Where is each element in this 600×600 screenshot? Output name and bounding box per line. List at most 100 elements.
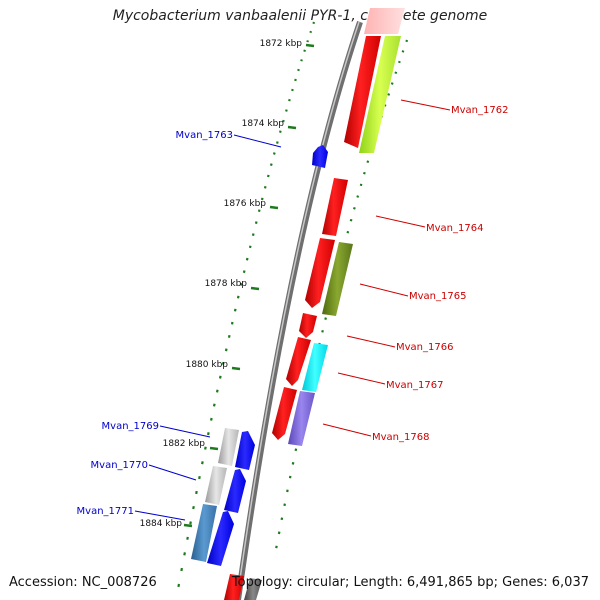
gene-label-text: Mvan_1769 bbox=[102, 421, 159, 432]
ruler-dot bbox=[230, 321, 234, 325]
ruler-dot bbox=[260, 197, 264, 201]
ruler-dot bbox=[401, 50, 405, 53]
ruler-dot bbox=[204, 446, 207, 450]
tick-mark bbox=[305, 43, 315, 48]
tick-label: 1876 kbp bbox=[224, 199, 267, 209]
gene-label-mvan-1769[interactable]: Mvan_1769 bbox=[102, 421, 211, 438]
tick-1882: 1882 kbp bbox=[163, 439, 219, 451]
leader-line bbox=[159, 425, 211, 438]
gene-label-mvan-1764[interactable]: Mvan_1764 bbox=[375, 215, 483, 234]
gene-block-dark[interactable] bbox=[244, 578, 262, 600]
gene-label-mvan-1765[interactable]: Mvan_1765 bbox=[359, 283, 466, 302]
gene-label-text: Mvan_1766 bbox=[396, 342, 453, 353]
gene-label-text: Mvan_1767 bbox=[386, 380, 443, 391]
leader-line bbox=[346, 335, 396, 348]
gene-block-blue[interactable] bbox=[207, 511, 234, 566]
ruler-dot bbox=[266, 174, 270, 178]
gene-block-mvan-1762[interactable] bbox=[359, 36, 401, 153]
ruler-dot bbox=[254, 221, 258, 224]
gene-block-red[interactable] bbox=[224, 574, 244, 600]
gene-block-red[interactable] bbox=[344, 36, 381, 148]
ruler-dot bbox=[306, 40, 309, 43]
ruler-dot bbox=[227, 334, 231, 338]
ruler-dot bbox=[349, 218, 353, 222]
ruler-dot bbox=[359, 183, 363, 187]
gene-block-red[interactable] bbox=[322, 178, 348, 236]
ruler-dot bbox=[291, 88, 294, 92]
leader-line bbox=[400, 99, 451, 111]
ruler-dot bbox=[276, 141, 279, 144]
leader-line bbox=[322, 423, 372, 437]
gene-block-mvan-1763[interactable] bbox=[312, 145, 328, 168]
gene-label-mvan-1767[interactable]: Mvan_1767 bbox=[337, 372, 443, 391]
gene-label-mvan-1766[interactable]: Mvan_1766 bbox=[346, 335, 453, 353]
gene-label-text: Mvan_1771 bbox=[77, 506, 134, 517]
ruler-dot bbox=[272, 152, 276, 155]
ruler-dot bbox=[201, 461, 204, 465]
ruler-dot bbox=[192, 505, 195, 510]
leader-line bbox=[148, 464, 197, 481]
ruler-dot bbox=[283, 503, 286, 507]
tick-mark bbox=[287, 125, 297, 130]
tick-label: 1882 kbp bbox=[163, 439, 206, 449]
ruler-dot bbox=[218, 375, 222, 379]
ruler-right bbox=[275, 39, 409, 549]
ruler-dot bbox=[387, 93, 391, 96]
ruler-dot bbox=[183, 552, 186, 556]
ruler-dot bbox=[303, 49, 306, 52]
ruler-dot bbox=[177, 583, 181, 588]
gene-block-red[interactable] bbox=[305, 238, 335, 308]
ruler-dot bbox=[291, 461, 295, 465]
gene-block-blue[interactable] bbox=[224, 469, 246, 513]
gene-block-pale-red[interactable] bbox=[364, 8, 405, 34]
ruler-dot bbox=[294, 78, 297, 82]
gene-block-mvan-1768[interactable] bbox=[288, 391, 315, 446]
gene-block-red[interactable] bbox=[286, 337, 311, 386]
ruler-dot bbox=[279, 130, 282, 133]
ruler-dot bbox=[356, 195, 360, 198]
gene-block-blue[interactable] bbox=[235, 431, 255, 470]
ruler-dot bbox=[390, 82, 394, 85]
tick-label: 1878 kbp bbox=[205, 279, 248, 289]
gene-block-mvan-1769[interactable] bbox=[218, 428, 239, 466]
gene-block-mvan-1765[interactable] bbox=[322, 242, 353, 316]
ruler-dot bbox=[239, 282, 243, 286]
ruler-dot bbox=[309, 30, 313, 34]
accession-label: Accession: NC_008726 bbox=[9, 575, 157, 590]
ruler-dot bbox=[275, 545, 278, 549]
ruler-dot bbox=[180, 567, 183, 572]
tick-1876: 1876 kbp bbox=[224, 199, 279, 210]
ruler-dot bbox=[215, 389, 219, 393]
ruler-dot bbox=[210, 417, 213, 421]
ruler-dot bbox=[257, 209, 261, 213]
gene-block-red[interactable] bbox=[299, 313, 317, 338]
gene-block-mvan-1770[interactable] bbox=[205, 466, 227, 505]
tick-mark bbox=[183, 523, 193, 528]
tick-mark bbox=[269, 205, 279, 210]
leader-line bbox=[359, 283, 409, 297]
ruler-dot bbox=[280, 517, 284, 521]
gene-label-mvan-1763[interactable]: Mvan_1763 bbox=[176, 130, 282, 148]
gene-label-text: Mvan_1763 bbox=[176, 130, 233, 141]
ruler-dot bbox=[285, 109, 288, 112]
leader-line bbox=[134, 510, 186, 521]
leader-line bbox=[375, 215, 426, 228]
tick-1872: 1872 kbp bbox=[260, 39, 315, 49]
ruler-dot bbox=[248, 245, 252, 249]
ruler-dot bbox=[312, 21, 316, 25]
gene-label-mvan-1762[interactable]: Mvan_1762 bbox=[400, 99, 508, 116]
gene-label-text: Mvan_1768 bbox=[372, 432, 429, 443]
gene-block-mvan-1767[interactable] bbox=[302, 343, 328, 392]
gene-label-mvan-1768[interactable]: Mvan_1768 bbox=[322, 423, 429, 443]
gene-block-mvan-1771[interactable] bbox=[191, 504, 217, 562]
ruler-dot bbox=[300, 59, 303, 62]
genome-summary: Topology: circular; Length: 6,491,865 bp… bbox=[231, 575, 589, 590]
ruler-dot bbox=[195, 490, 198, 495]
ruler-dot bbox=[221, 361, 225, 365]
gene-label-mvan-1770[interactable]: Mvan_1770 bbox=[91, 460, 197, 481]
tick-label: 1874 kbp bbox=[242, 119, 285, 129]
ruler-dot bbox=[297, 68, 300, 72]
gene-block-red[interactable] bbox=[272, 387, 297, 440]
gene-label-mvan-1771[interactable]: Mvan_1771 bbox=[77, 506, 186, 521]
ruler-dot bbox=[353, 206, 356, 210]
